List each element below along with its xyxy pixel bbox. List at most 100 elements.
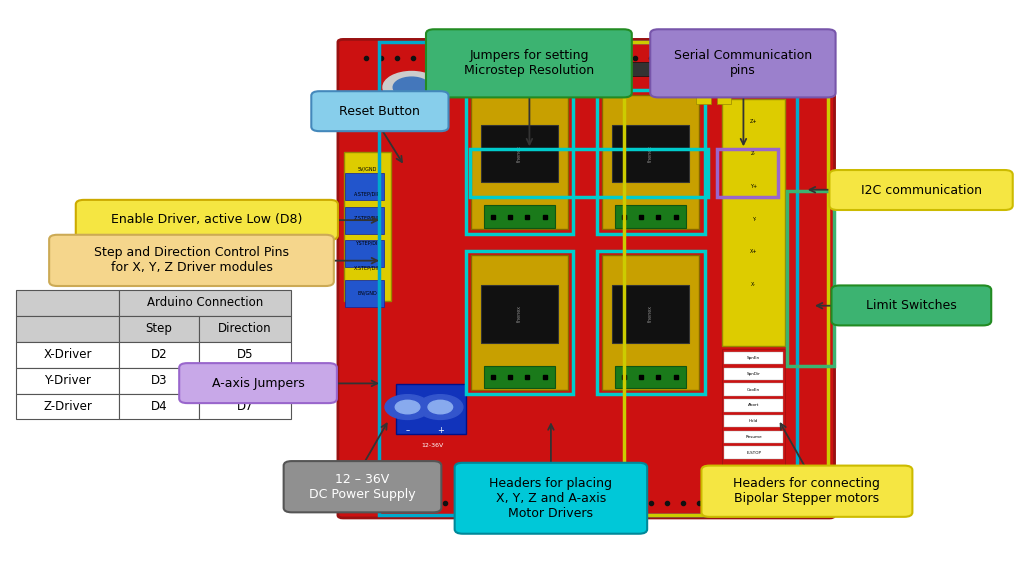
Circle shape — [418, 395, 463, 419]
Text: EN/GND: EN/GND — [357, 291, 378, 295]
Text: CooEn: CooEn — [748, 387, 760, 392]
FancyBboxPatch shape — [722, 349, 785, 467]
Text: A.STEP/DIR: A.STEP/DIR — [354, 191, 381, 196]
Text: A-axis Jumpers: A-axis Jumpers — [212, 377, 304, 390]
Text: Z-: Z- — [752, 151, 756, 156]
Text: thenex: thenex — [517, 145, 522, 162]
FancyBboxPatch shape — [345, 240, 384, 267]
FancyBboxPatch shape — [724, 383, 783, 396]
FancyBboxPatch shape — [484, 205, 555, 228]
Text: D7: D7 — [237, 400, 253, 413]
Text: Z-Driver: Z-Driver — [43, 400, 92, 413]
FancyBboxPatch shape — [344, 152, 391, 301]
FancyBboxPatch shape — [615, 205, 686, 228]
Text: Step and Direction Control Pins
for X, Y, Z Driver modules: Step and Direction Control Pins for X, Y… — [94, 247, 289, 274]
FancyBboxPatch shape — [455, 463, 647, 534]
FancyBboxPatch shape — [710, 76, 720, 87]
Text: SpnDir: SpnDir — [746, 372, 761, 376]
Text: Abort: Abort — [748, 403, 760, 408]
FancyBboxPatch shape — [696, 76, 707, 87]
FancyBboxPatch shape — [701, 466, 912, 517]
FancyBboxPatch shape — [338, 39, 835, 518]
Text: Z+: Z+ — [750, 119, 758, 123]
FancyBboxPatch shape — [615, 366, 686, 388]
Text: Resume: Resume — [745, 435, 762, 439]
Text: Y.STEP/DIR: Y.STEP/DIR — [354, 241, 381, 245]
Text: Y+: Y+ — [751, 184, 757, 189]
FancyBboxPatch shape — [484, 366, 555, 388]
FancyBboxPatch shape — [199, 368, 291, 394]
FancyBboxPatch shape — [345, 207, 384, 234]
FancyBboxPatch shape — [119, 342, 199, 368]
FancyBboxPatch shape — [426, 29, 632, 97]
Circle shape — [393, 77, 430, 97]
FancyBboxPatch shape — [284, 461, 441, 512]
FancyBboxPatch shape — [722, 99, 785, 346]
FancyBboxPatch shape — [16, 316, 119, 342]
Text: 12 – 36V
DC Power Supply: 12 – 36V DC Power Supply — [309, 473, 416, 501]
FancyBboxPatch shape — [481, 125, 558, 182]
FancyBboxPatch shape — [724, 368, 783, 380]
FancyBboxPatch shape — [199, 342, 291, 368]
FancyBboxPatch shape — [471, 255, 568, 390]
Text: Hold: Hold — [749, 419, 759, 423]
FancyBboxPatch shape — [179, 363, 337, 403]
Text: thenex: thenex — [648, 145, 653, 162]
Text: thenex: thenex — [648, 305, 653, 323]
FancyBboxPatch shape — [481, 285, 558, 342]
FancyBboxPatch shape — [119, 394, 199, 419]
Text: Enable Driver, active Low (D8): Enable Driver, active Low (D8) — [112, 213, 302, 226]
FancyBboxPatch shape — [394, 437, 471, 453]
FancyBboxPatch shape — [119, 316, 199, 342]
FancyBboxPatch shape — [612, 125, 689, 182]
FancyBboxPatch shape — [49, 235, 334, 286]
Text: X.STEP/DIR: X.STEP/DIR — [354, 266, 381, 270]
FancyBboxPatch shape — [345, 173, 384, 200]
Text: D5: D5 — [237, 348, 253, 361]
FancyBboxPatch shape — [16, 342, 119, 368]
Text: Headers for placing
X, Y, Z and A-axis
Motor Drivers: Headers for placing X, Y, Z and A-axis M… — [489, 477, 612, 520]
FancyBboxPatch shape — [717, 76, 731, 104]
Text: D6: D6 — [237, 374, 253, 387]
Text: X-Driver: X-Driver — [43, 348, 92, 361]
FancyBboxPatch shape — [724, 446, 783, 459]
Text: 12-36V: 12-36V — [421, 443, 443, 448]
FancyBboxPatch shape — [119, 290, 291, 316]
Text: E-STOP: E-STOP — [746, 450, 761, 455]
Text: CNC SHIELD: CNC SHIELD — [549, 488, 618, 498]
Text: Arduino Connection: Arduino Connection — [146, 296, 263, 310]
FancyBboxPatch shape — [650, 29, 836, 97]
Text: Reset Button: Reset Button — [340, 105, 420, 118]
FancyBboxPatch shape — [16, 394, 119, 419]
Text: Serial Communication
pins: Serial Communication pins — [674, 50, 812, 77]
FancyBboxPatch shape — [345, 280, 384, 307]
FancyBboxPatch shape — [76, 200, 338, 240]
Circle shape — [383, 72, 440, 103]
Circle shape — [428, 400, 453, 414]
FancyBboxPatch shape — [311, 91, 449, 131]
Text: Z.STEP/DIR: Z.STEP/DIR — [354, 216, 381, 221]
FancyBboxPatch shape — [696, 76, 711, 104]
Text: –: – — [406, 426, 410, 435]
Text: I2C communication: I2C communication — [860, 184, 982, 196]
Text: D3: D3 — [151, 374, 167, 387]
FancyBboxPatch shape — [602, 255, 699, 390]
FancyBboxPatch shape — [724, 352, 783, 364]
Text: D4: D4 — [151, 400, 167, 413]
Circle shape — [395, 400, 420, 414]
FancyBboxPatch shape — [16, 368, 119, 394]
Text: +: + — [437, 426, 443, 435]
Text: X+: X+ — [750, 249, 758, 254]
Text: Y-Driver: Y-Driver — [44, 374, 91, 387]
Text: Step: Step — [145, 322, 172, 336]
Text: X-: X- — [752, 282, 756, 287]
FancyBboxPatch shape — [724, 415, 783, 427]
FancyBboxPatch shape — [724, 399, 783, 412]
Text: 5V/GND: 5V/GND — [358, 167, 377, 171]
FancyBboxPatch shape — [829, 170, 1013, 210]
FancyBboxPatch shape — [612, 285, 689, 342]
Text: SpnEn: SpnEn — [748, 356, 760, 360]
Text: thenex: thenex — [517, 305, 522, 323]
FancyBboxPatch shape — [456, 62, 722, 76]
FancyBboxPatch shape — [16, 290, 119, 316]
